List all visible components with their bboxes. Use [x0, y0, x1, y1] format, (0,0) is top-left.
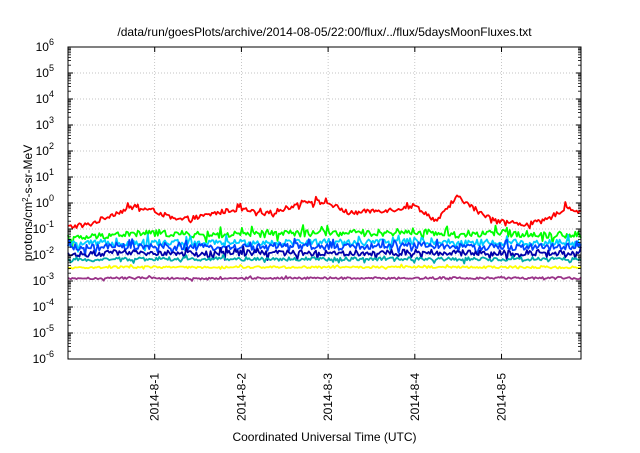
- y-tick-label: 101: [36, 167, 54, 184]
- y-axis-label: protons/cm2-s-sr-MeV: [21, 145, 36, 261]
- x-tick-label: 2014-8-2: [234, 373, 248, 421]
- y-tick-label-exponent: -3: [46, 271, 54, 281]
- y-tick-label: 10-6: [33, 349, 54, 366]
- y-tick-label-exponent: -6: [46, 349, 54, 359]
- y-tick-label-base: 10: [33, 300, 47, 314]
- y-tick-label-exponent: 2: [49, 141, 54, 151]
- x-tick-label: 2014-8-1: [148, 373, 162, 421]
- y-axis-label-sup: 2: [21, 197, 30, 202]
- y-tick-label: 102: [36, 141, 54, 158]
- y-tick-label-exponent: 0: [49, 193, 54, 203]
- y-tick-label-exponent: 1: [49, 167, 54, 177]
- y-tick-label-exponent: -5: [46, 323, 54, 333]
- x-tick-label: 2014-8-3: [321, 373, 335, 421]
- y-tick-label: 10-3: [33, 271, 54, 288]
- y-tick-label-base: 10: [33, 274, 47, 288]
- series-line: [67, 237, 582, 257]
- y-tick-label-base: 10: [36, 66, 50, 80]
- x-axis-label: Coordinated Universal Time (UTC): [232, 430, 416, 444]
- series-line: [67, 245, 582, 262]
- series-line: [67, 233, 582, 253]
- x-tick-label: 2014-8-4: [408, 373, 422, 421]
- y-tick-label: 105: [36, 63, 54, 80]
- y-tick-labels: 10610510410310210110010-110-210-310-410-…: [33, 37, 54, 366]
- y-tick-label-base: 10: [36, 196, 50, 210]
- ticks: [68, 46, 581, 360]
- y-tick-label-base: 10: [36, 40, 50, 54]
- y-tick-label-base: 10: [33, 326, 47, 340]
- y-tick-label-base: 10: [36, 170, 50, 184]
- y-tick-label-base: 10: [36, 144, 50, 158]
- y-tick-label: 103: [36, 115, 54, 132]
- y-tick-label-base: 10: [33, 248, 47, 262]
- y-tick-label-base: 10: [33, 222, 47, 236]
- y-tick-label: 10-4: [33, 297, 54, 314]
- series-line: [67, 274, 582, 282]
- y-axis-label-prefix: protons/cm: [21, 202, 35, 261]
- y-tick-label-exponent: 3: [49, 115, 54, 125]
- y-tick-label: 106: [36, 37, 54, 54]
- y-tick-label-base: 10: [36, 92, 50, 106]
- y-tick-label: 104: [36, 89, 54, 106]
- series-line: [67, 263, 582, 270]
- y-tick-label: 10-2: [33, 245, 54, 262]
- series-line: [67, 224, 582, 248]
- y-tick-label: 10-1: [33, 219, 54, 236]
- y-tick-label-base: 10: [36, 118, 50, 132]
- chart-title: /data/run/goesPlots/archive/2014-08-05/2…: [117, 25, 532, 39]
- y-tick-label: 10-5: [33, 323, 54, 340]
- y-tick-label-exponent: -4: [46, 297, 54, 307]
- y-tick-label-exponent: 5: [49, 63, 54, 73]
- series-line: [67, 253, 582, 265]
- series-line: [67, 194, 582, 230]
- y-tick-label-exponent: 6: [49, 37, 54, 47]
- y-tick-label-exponent: -2: [46, 245, 54, 255]
- x-tick-label: 2014-8-5: [495, 373, 509, 421]
- y-tick-label-exponent: -1: [46, 219, 54, 229]
- y-axis-label-suffix: -s-sr-MeV: [21, 145, 35, 198]
- x-tick-labels: 2014-8-1 2014-8-2 2014-8-3 2014-8-4 2014-8-5: [148, 373, 509, 421]
- series-layer: [67, 194, 582, 282]
- y-tick-label-base: 10: [33, 352, 47, 366]
- y-tick-label: 100: [36, 193, 54, 210]
- y-tick-label-exponent: 4: [49, 89, 54, 99]
